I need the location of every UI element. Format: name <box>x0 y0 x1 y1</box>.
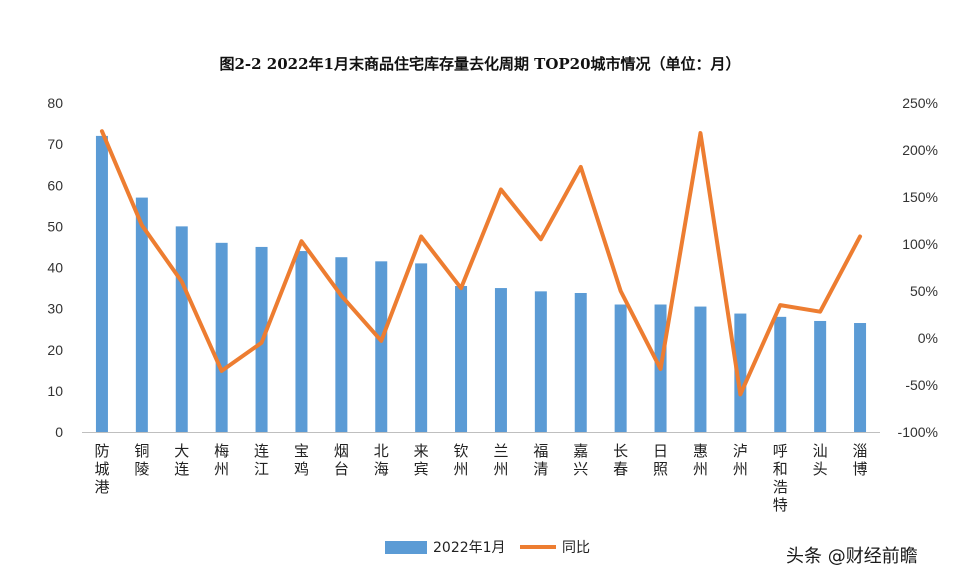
category-label: 兰州 <box>493 442 508 478</box>
category-label: 呼和浩特 <box>773 442 788 514</box>
bar <box>295 251 308 432</box>
right-tick-label: 100% <box>902 236 938 252</box>
bar <box>175 226 188 432</box>
bar <box>455 286 468 432</box>
left-tick-label: 30 <box>47 301 63 317</box>
bar <box>494 288 507 432</box>
left-tick-label: 60 <box>47 177 63 193</box>
bar <box>415 263 428 432</box>
category-label: 福清 <box>533 442 548 478</box>
legend: 2022年1月 同比 <box>385 540 590 556</box>
category-label: 烟台 <box>334 442 349 478</box>
right-tick-label: 200% <box>902 142 938 158</box>
right-tick-label: -50% <box>905 377 938 393</box>
line-series <box>99 129 863 397</box>
category-label: 日照 <box>653 442 668 478</box>
right-tick-label: 250% <box>902 95 938 111</box>
right-tick-label: 150% <box>902 189 938 205</box>
left-tick-label: 0 <box>55 424 63 440</box>
category-label: 淄博 <box>853 442 868 478</box>
category-label: 连江 <box>254 442 269 478</box>
bar <box>135 197 148 432</box>
category-label: 铜陵 <box>134 442 149 478</box>
category-label: 大连 <box>174 442 189 478</box>
right-tick-label: 50% <box>910 283 938 299</box>
bar <box>694 306 707 432</box>
left-tick-label: 10 <box>47 383 63 399</box>
bar <box>95 135 108 432</box>
bar <box>614 304 627 432</box>
right-axis: -100% -50% 0% 50% 100% 150% 200% 250% <box>898 95 938 440</box>
category-label: 北海 <box>374 442 389 478</box>
category-label: 汕头 <box>813 442 828 478</box>
bar <box>814 320 827 432</box>
bar <box>335 257 348 432</box>
category-label: 来宾 <box>414 442 429 478</box>
left-tick-label: 50 <box>47 218 63 234</box>
category-label: 防城港 <box>94 442 109 496</box>
bar <box>854 323 867 432</box>
bar-series <box>95 135 867 432</box>
right-tick-label: -100% <box>898 424 938 440</box>
category-label: 嘉兴 <box>573 442 588 478</box>
bar <box>534 291 547 432</box>
category-label: 钦州 <box>454 442 469 478</box>
left-tick-label: 70 <box>47 136 63 152</box>
category-label: 惠州 <box>693 442 708 478</box>
chart-title: 图2-2 2022年1月末商品住宅库存量去化周期 TOP20城市情况（单位：月） <box>219 55 740 73</box>
bar <box>215 242 228 432</box>
category-label: 泸州 <box>733 442 748 478</box>
watermark: 头条 @财经前瞻 <box>786 546 918 567</box>
left-tick-label: 80 <box>47 95 63 111</box>
bar <box>574 292 587 432</box>
category-label: 长春 <box>613 442 628 478</box>
bar <box>734 313 747 432</box>
category-label: 梅州 <box>214 442 229 478</box>
bar <box>774 316 787 432</box>
left-tick-label: 40 <box>47 260 63 276</box>
left-axis: 0 10 20 30 40 50 60 70 80 <box>47 95 63 440</box>
legend-line-label: 同比 <box>562 540 590 556</box>
left-tick-label: 20 <box>47 342 63 358</box>
right-tick-label: 0% <box>918 330 938 346</box>
legend-bar-swatch <box>385 541 427 554</box>
legend-bar-label: 2022年1月 <box>433 540 506 556</box>
bar <box>375 261 388 432</box>
category-label: 宝鸡 <box>294 442 309 478</box>
